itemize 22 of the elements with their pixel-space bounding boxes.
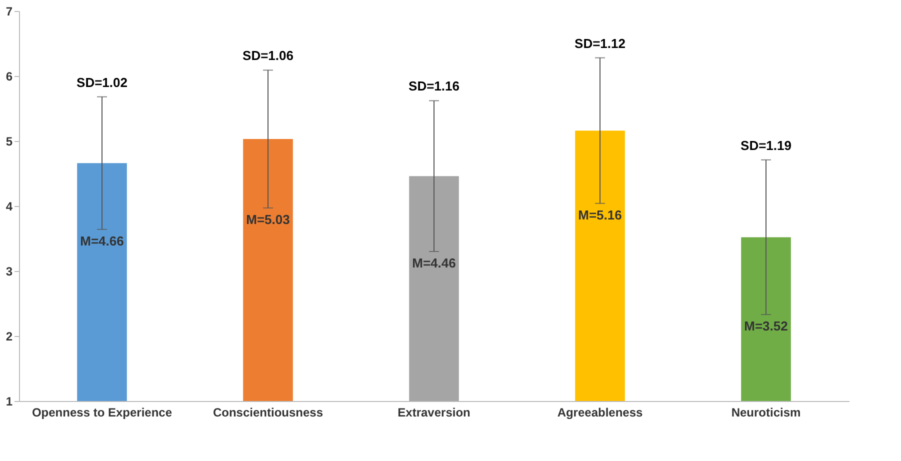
y-tick-label: 1: [6, 394, 13, 408]
x-tick-label: Conscientiousness: [212, 406, 324, 420]
annotation: SD=1.16: [408, 78, 460, 94]
y-tick-label: 3: [6, 264, 13, 278]
annotation: SD=1.19: [740, 138, 792, 153]
data-label: M=4.46: [412, 256, 456, 270]
x-tick-label: Neuroticism: [731, 406, 801, 420]
y-tick-label: 4: [6, 200, 13, 214]
annotation: SD=1.12: [574, 36, 626, 51]
x-tick-label: Agreeableness: [557, 406, 644, 420]
y-tick-label: 2: [6, 330, 13, 344]
annotation: SD=1.02: [76, 74, 128, 90]
x-tick-label: Openness to Experience: [32, 406, 172, 420]
x-tick-label: Extraversion: [398, 406, 470, 420]
data-label: M=5.03: [246, 212, 290, 227]
y-tick-label: 7: [6, 4, 13, 18]
data-label: M=5.16: [578, 207, 622, 222]
data-label: M=3.52: [744, 318, 788, 334]
annotation: SD=1.06: [242, 48, 294, 64]
data-label: M=4.66: [80, 233, 124, 248]
y-tick-label: 5: [6, 134, 13, 148]
y-tick-label: 6: [6, 70, 13, 84]
